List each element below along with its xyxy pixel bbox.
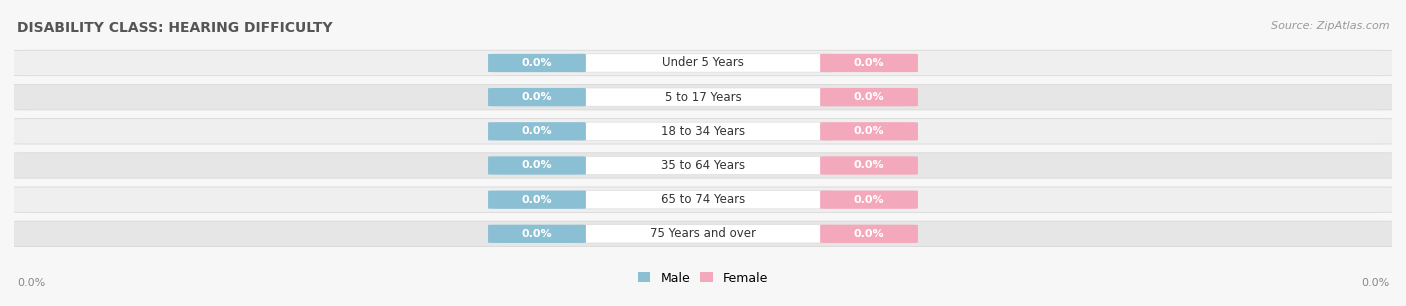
FancyBboxPatch shape xyxy=(11,221,1395,247)
FancyBboxPatch shape xyxy=(820,122,918,140)
FancyBboxPatch shape xyxy=(575,54,831,72)
FancyBboxPatch shape xyxy=(11,187,1395,212)
Text: 0.0%: 0.0% xyxy=(522,58,553,68)
FancyBboxPatch shape xyxy=(820,54,918,72)
Text: 0.0%: 0.0% xyxy=(853,195,884,205)
FancyBboxPatch shape xyxy=(820,156,918,175)
Text: 0.0%: 0.0% xyxy=(522,195,553,205)
FancyBboxPatch shape xyxy=(575,191,831,209)
FancyBboxPatch shape xyxy=(11,153,1395,178)
FancyBboxPatch shape xyxy=(575,88,831,106)
FancyBboxPatch shape xyxy=(488,54,586,72)
FancyBboxPatch shape xyxy=(575,225,831,243)
Text: 65 to 74 Years: 65 to 74 Years xyxy=(661,193,745,206)
FancyBboxPatch shape xyxy=(820,88,918,106)
Text: 5 to 17 Years: 5 to 17 Years xyxy=(665,91,741,104)
Text: 75 Years and over: 75 Years and over xyxy=(650,227,756,240)
FancyBboxPatch shape xyxy=(575,156,831,175)
FancyBboxPatch shape xyxy=(488,191,586,209)
Legend: Male, Female: Male, Female xyxy=(633,267,773,290)
FancyBboxPatch shape xyxy=(488,88,586,106)
Text: 0.0%: 0.0% xyxy=(853,92,884,102)
Text: 35 to 64 Years: 35 to 64 Years xyxy=(661,159,745,172)
FancyBboxPatch shape xyxy=(488,122,586,140)
FancyBboxPatch shape xyxy=(11,50,1395,76)
FancyBboxPatch shape xyxy=(575,122,831,140)
Text: 0.0%: 0.0% xyxy=(522,229,553,239)
Text: 0.0%: 0.0% xyxy=(1361,278,1389,288)
Text: DISABILITY CLASS: HEARING DIFFICULTY: DISABILITY CLASS: HEARING DIFFICULTY xyxy=(17,21,332,35)
Text: 0.0%: 0.0% xyxy=(17,278,45,288)
FancyBboxPatch shape xyxy=(820,225,918,243)
Text: 18 to 34 Years: 18 to 34 Years xyxy=(661,125,745,138)
Text: 0.0%: 0.0% xyxy=(853,58,884,68)
Text: 0.0%: 0.0% xyxy=(853,126,884,136)
FancyBboxPatch shape xyxy=(11,119,1395,144)
Text: 0.0%: 0.0% xyxy=(522,126,553,136)
FancyBboxPatch shape xyxy=(488,156,586,175)
Text: 0.0%: 0.0% xyxy=(522,160,553,170)
Text: 0.0%: 0.0% xyxy=(853,160,884,170)
FancyBboxPatch shape xyxy=(11,84,1395,110)
Text: Under 5 Years: Under 5 Years xyxy=(662,57,744,69)
Text: 0.0%: 0.0% xyxy=(522,92,553,102)
Text: 0.0%: 0.0% xyxy=(853,229,884,239)
FancyBboxPatch shape xyxy=(488,225,586,243)
Text: Source: ZipAtlas.com: Source: ZipAtlas.com xyxy=(1271,21,1389,32)
FancyBboxPatch shape xyxy=(820,191,918,209)
